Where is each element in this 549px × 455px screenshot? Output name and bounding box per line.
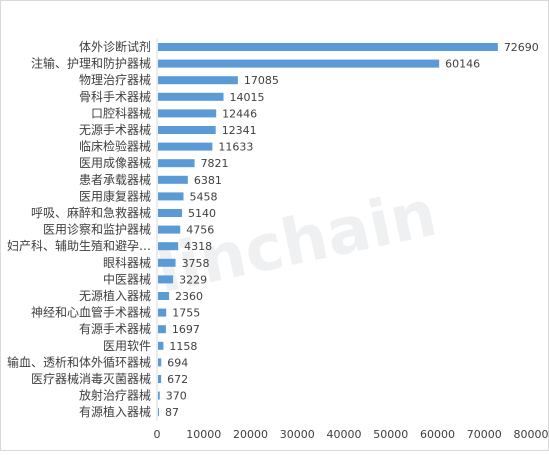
bar [158, 59, 440, 68]
data-label: 2360 [175, 290, 203, 303]
bar [158, 375, 162, 383]
bar [158, 308, 167, 317]
bar [158, 408, 159, 417]
category-label: 临床检验器械 [79, 139, 151, 154]
data-label: 6381 [194, 174, 222, 187]
data-label: 672 [167, 373, 188, 386]
bar [158, 109, 217, 118]
x-tick-label: 60000 [420, 428, 455, 441]
x-tick-label: 30000 [280, 428, 315, 441]
data-label: 87 [165, 406, 179, 419]
category-label: 有源植入器械 [79, 404, 151, 419]
category-label: 医用软件 [103, 339, 151, 353]
data-label: 1697 [172, 323, 200, 336]
bar [158, 92, 224, 101]
data-label: 14015 [230, 91, 265, 104]
category-label: 患者承载器械 [79, 172, 151, 187]
data-label: 72690 [504, 41, 539, 54]
x-tick-label: 70000 [467, 428, 502, 441]
category-label: 放射治疗器械 [79, 388, 151, 403]
data-label: 4318 [184, 240, 212, 253]
data-label: 1755 [172, 307, 200, 320]
category-label: 注输、护理和防护器械 [31, 56, 151, 71]
category-label: 口腔科器械 [91, 105, 151, 120]
x-tick-label: 50000 [373, 428, 408, 441]
bar [158, 159, 195, 168]
category-label: 医用康复器械 [79, 188, 151, 203]
bar [158, 76, 238, 85]
data-label: 3758 [182, 257, 210, 270]
data-label: 17085 [244, 74, 279, 87]
x-tick-label: 20000 [233, 428, 268, 441]
data-label: 370 [166, 390, 187, 403]
bar [158, 258, 176, 267]
bar [158, 292, 170, 300]
x-tick-label: 40000 [327, 428, 362, 441]
category-label: 输血、透析和体外循环器械 [7, 354, 151, 369]
category-label: 神经和心血管手术器械 [31, 305, 151, 320]
category-label: 有源手术器械 [79, 321, 151, 336]
bar [158, 209, 183, 217]
bar [158, 142, 213, 151]
category-label: 医疗器械消毒灭菌器械 [31, 371, 151, 386]
data-label: 7821 [201, 157, 229, 170]
bar [158, 358, 162, 367]
category-label: 体外诊断试剂 [79, 39, 151, 54]
bar [158, 275, 174, 284]
data-label: 3229 [179, 273, 207, 286]
data-label: 4756 [186, 224, 214, 237]
data-label: 5140 [188, 207, 216, 220]
bar [158, 341, 164, 350]
data-label: 60146 [445, 58, 480, 71]
data-label: 12341 [222, 124, 257, 137]
bar [158, 391, 160, 400]
category-label: 医用成像器械 [79, 155, 151, 170]
category-label: 医用诊察和监护器械 [43, 222, 151, 237]
bar [158, 325, 166, 334]
category-label: 无源植入器械 [79, 288, 151, 303]
category-label: 妇产科、辅助生殖和避孕… [7, 238, 151, 253]
bar [158, 175, 188, 184]
category-label: 骨科手术器械 [79, 89, 151, 104]
bar [158, 242, 179, 251]
bar [158, 192, 184, 201]
bar [158, 126, 216, 134]
data-label: 5458 [190, 190, 218, 203]
category-label: 物理治疗器械 [79, 72, 151, 87]
bar [158, 225, 181, 234]
data-label: 694 [167, 356, 188, 369]
category-label: 无源手术器械 [79, 122, 151, 137]
category-label: 眼科器械 [103, 255, 151, 270]
data-label: 12446 [222, 107, 257, 120]
data-label: 1158 [169, 340, 197, 353]
x-tick-label: 10000 [186, 428, 221, 441]
category-label: 呼吸、麻醉和急救器械 [31, 205, 151, 220]
bar [158, 43, 498, 51]
data-label: 11633 [218, 141, 253, 154]
x-tick-label: 0 [154, 428, 161, 441]
category-label: 中医器械 [103, 271, 151, 286]
x-tick-label: 80000 [514, 428, 549, 441]
